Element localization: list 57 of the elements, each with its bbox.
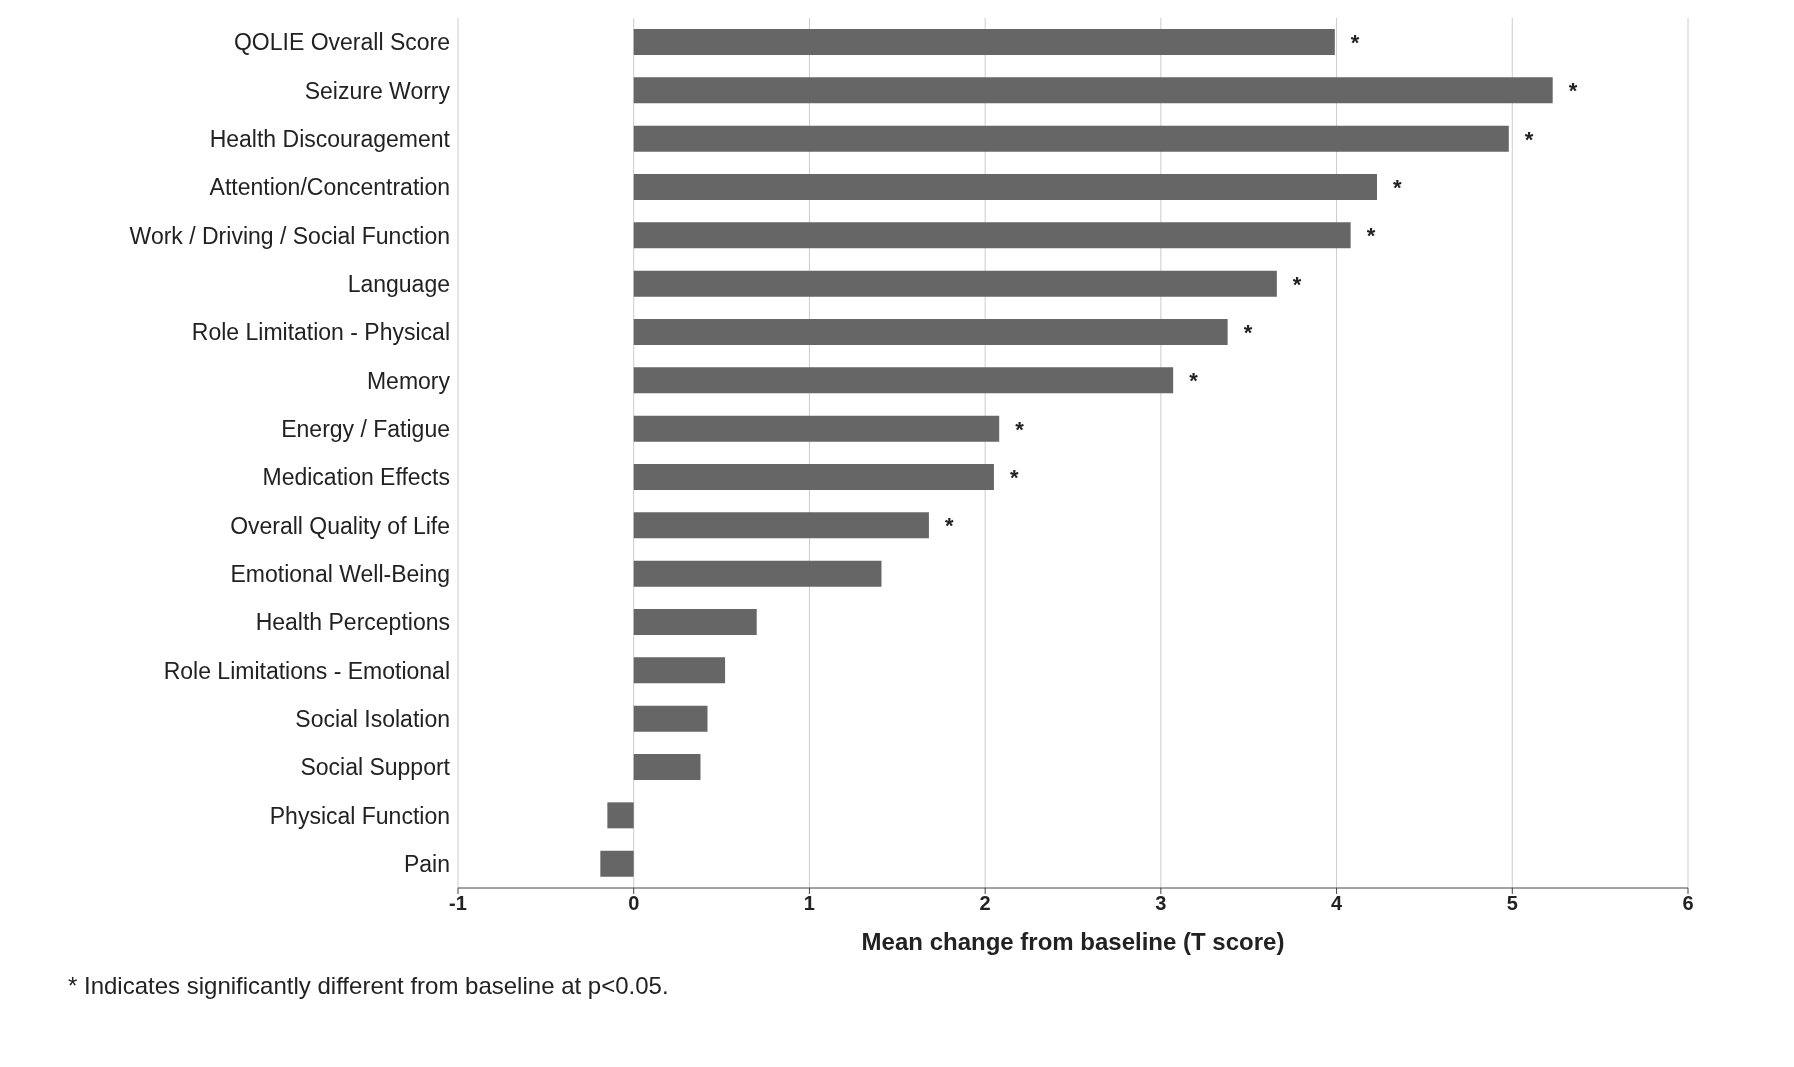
annotation: * [1243, 319, 1253, 345]
bar [607, 802, 634, 829]
bar [633, 609, 757, 635]
annotation: * [1392, 174, 1402, 200]
annotation: * [1009, 464, 1019, 490]
bar [633, 270, 1277, 297]
bar [633, 705, 708, 732]
y-tick-label: Role Limitation - Physical [191, 319, 450, 346]
bar [600, 850, 634, 877]
y-tick-label: Attention/Concentration [209, 174, 450, 201]
bar [633, 319, 1228, 345]
y-tick-label: Health Discouragement [209, 126, 451, 152]
bar [633, 560, 882, 587]
bar [633, 754, 701, 780]
y-tick-label: Overall Quality of Life [230, 512, 450, 539]
annotation: * [1350, 29, 1360, 55]
annotation: * [1366, 223, 1376, 249]
x-tick-label: 0 [628, 892, 640, 915]
x-axis-title: Mean change from baseline (T score) [861, 928, 1285, 955]
annotation: * [1189, 368, 1199, 394]
annotation: * [944, 513, 954, 539]
y-tick-label: Role Limitations - Emotional [163, 657, 450, 684]
bar [633, 125, 1509, 152]
bar [633, 367, 1174, 394]
x-tick-label: 5 [1506, 892, 1518, 915]
y-tick-label: Physical Function [269, 802, 450, 829]
y-tick-label: Memory [366, 367, 451, 394]
y-tick-label: Social Support [300, 754, 451, 781]
y-tick-label: Emotional Well-Being [230, 561, 450, 587]
x-tick-label: 4 [1331, 892, 1344, 915]
bar [633, 657, 726, 684]
y-tick-label: Seizure Worry [304, 77, 451, 104]
y-tick-label: Health Perceptions [255, 609, 450, 636]
y-tick-label: QOLIE Overall Score [233, 29, 450, 56]
bar [633, 29, 1335, 55]
bar [633, 222, 1351, 249]
bar [633, 77, 1553, 104]
y-tick-label: Work / Driving / Social Function [129, 222, 450, 249]
text: * Indicates significantly different from baseline at p<0.05. [68, 972, 670, 1000]
y-tick-label: Pain [403, 851, 450, 877]
bar [633, 415, 1000, 442]
y-tick-label: Medication Effects [262, 464, 450, 491]
annotation: * [1568, 78, 1578, 104]
x-tick-label: -1 [449, 892, 467, 915]
x-tick-label: 6 [1682, 892, 1694, 915]
annotation: * [1524, 126, 1534, 152]
x-tick-label: 1 [803, 892, 815, 915]
bar [633, 174, 1377, 200]
x-tick-label: 3 [1155, 892, 1167, 915]
bar [633, 464, 994, 490]
y-tick-label: Social Isolation [295, 706, 450, 732]
y-tick-label: Language [347, 271, 450, 297]
annotation: * [1292, 271, 1302, 297]
annotation: * [1015, 416, 1025, 442]
x-tick-label: 2 [979, 892, 991, 915]
bar [633, 512, 929, 539]
y-tick-label: Energy / Fatigue [281, 416, 450, 442]
